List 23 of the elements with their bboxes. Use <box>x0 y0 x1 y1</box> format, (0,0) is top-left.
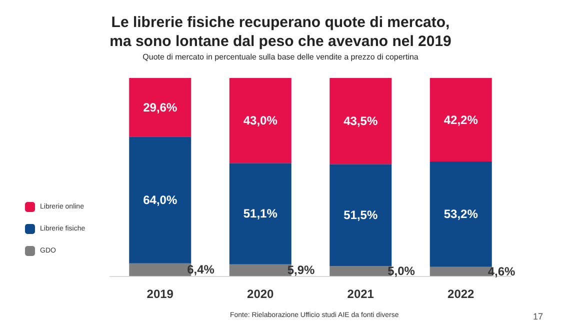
chart-title: Le librerie fisiche recuperano quote di mercato, ma sono lontane dal peso che avevano nel 2019 <box>110 14 452 50</box>
data-label: 51,1% <box>243 206 278 221</box>
bar <box>430 162 492 267</box>
data-label: 43,0% <box>243 114 278 128</box>
bar <box>330 78 392 164</box>
data-label: 42,2% <box>444 112 478 127</box>
bar <box>430 78 492 162</box>
bar <box>229 78 292 164</box>
bar <box>129 136 192 264</box>
data-label: 43,5% <box>344 114 378 128</box>
data-label: 29,6% <box>143 100 178 114</box>
data-label: 51,5% <box>344 208 378 222</box>
bar <box>229 163 292 264</box>
bar <box>330 164 392 266</box>
x-tick-label: 2020 <box>247 287 274 301</box>
data-label: 64,0% <box>143 192 178 207</box>
x-tick-label: 2021 <box>347 287 374 301</box>
bar <box>129 78 192 137</box>
text: 17 <box>532 312 544 322</box>
x-tick-label: 2019 <box>146 287 174 301</box>
chart-subtitle: Quote di mercato in percentuale sulla base delle vendite a prezzo di copertina <box>142 52 419 62</box>
x-tick-label: 2022 <box>448 287 475 301</box>
data-label: 53,2% <box>444 207 478 222</box>
